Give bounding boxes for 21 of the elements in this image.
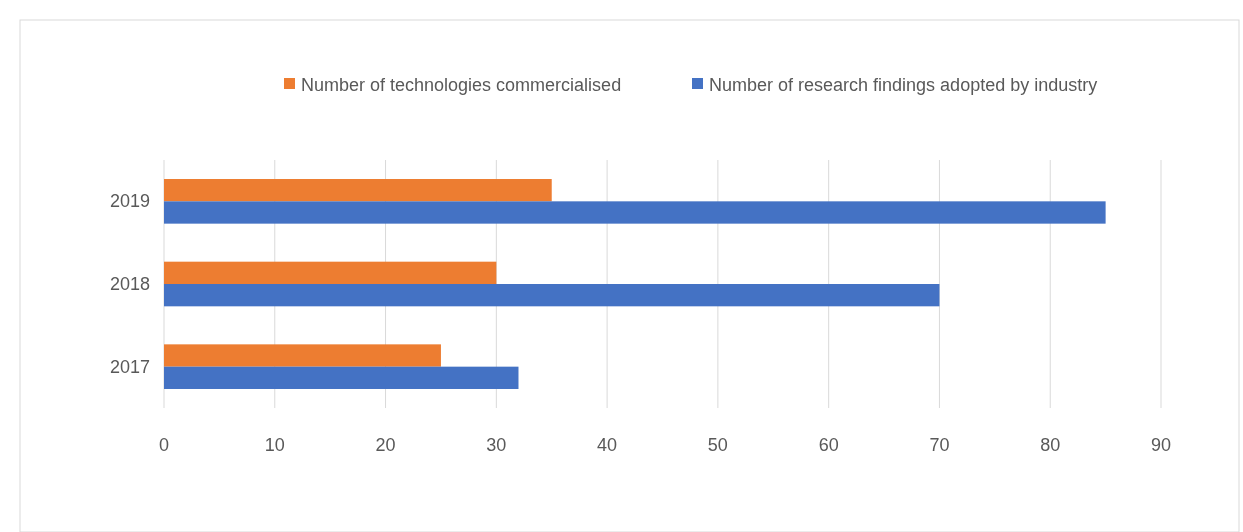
bar bbox=[164, 201, 1106, 224]
bar bbox=[164, 261, 497, 284]
x-tick-label: 10 bbox=[264, 435, 285, 455]
x-tick-label: 90 bbox=[1150, 435, 1172, 455]
bar bbox=[164, 366, 519, 389]
bar bbox=[164, 284, 940, 307]
y-tick-label: 2019 bbox=[109, 191, 150, 212]
x-tick-label: 20 bbox=[375, 435, 396, 455]
y-tick-label: 2017 bbox=[109, 356, 150, 377]
legend-label: Number of technologies commercialised bbox=[301, 75, 622, 95]
x-tick-label: 30 bbox=[486, 435, 507, 455]
x-tick-label: 40 bbox=[597, 435, 618, 455]
x-tick-label: 60 bbox=[818, 435, 839, 455]
x-tick-label: 80 bbox=[1040, 435, 1061, 455]
bar bbox=[164, 179, 552, 202]
y-tick-label: 2018 bbox=[109, 274, 150, 294]
bar bbox=[164, 344, 441, 367]
x-tick-label: 70 bbox=[929, 435, 950, 455]
x-tick-label: 0 bbox=[158, 435, 170, 455]
x-tick-label: 50 bbox=[707, 435, 728, 455]
legend-label: Number of research findings adopted by industry bbox=[709, 75, 1098, 95]
